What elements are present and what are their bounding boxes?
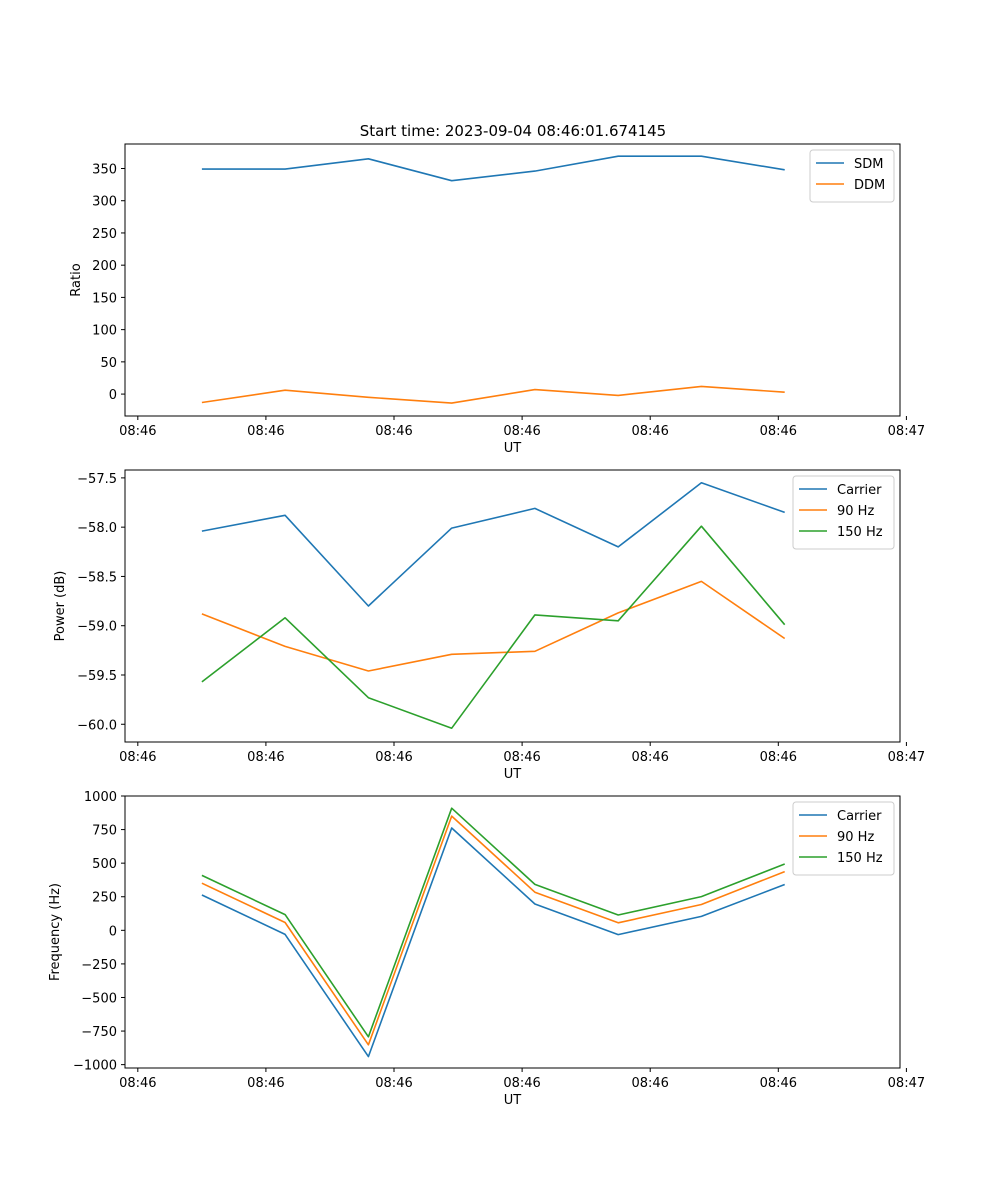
chart-panel-3: 08:46 08:46 08:46 08:46 08:46 08:46 08:47 −1000… bbox=[48, 790, 925, 1108]
y-tick-label: 350 bbox=[92, 162, 117, 177]
x-tick-label: 08:46 bbox=[247, 750, 284, 765]
legend-label: 150 Hz bbox=[837, 851, 883, 866]
plot-frame bbox=[124, 469, 901, 743]
y-tick-label: −1000 bbox=[73, 1059, 117, 1074]
y-tick-label: −57.5 bbox=[77, 472, 117, 487]
y-tick-label: 0 bbox=[109, 388, 117, 403]
x-axis-label: UT bbox=[504, 441, 522, 456]
x-tick-label: 08:46 bbox=[247, 424, 284, 439]
series-line-90-hz bbox=[201, 580, 786, 672]
plot-frame bbox=[124, 795, 901, 1069]
x-tick-label: 08:46 bbox=[375, 1076, 412, 1091]
series-line-carrier bbox=[201, 481, 785, 607]
x-tick-label: 08:46 bbox=[760, 1076, 797, 1091]
y-tick-label: −60.0 bbox=[77, 718, 117, 733]
x-tick-label: 08:46 bbox=[503, 750, 540, 765]
x-tick-label: 08:47 bbox=[888, 424, 925, 439]
y-axis-label: Ratio bbox=[69, 263, 84, 296]
legend-label: SDM bbox=[854, 157, 883, 172]
legend-label: Carrier bbox=[837, 483, 882, 498]
x-tick-label: 08:46 bbox=[375, 750, 412, 765]
y-tick-label: 0 bbox=[109, 924, 117, 939]
x-tick-label: 08:46 bbox=[631, 424, 668, 439]
legend-label: DDM bbox=[854, 178, 885, 193]
y-tick-label: 100 bbox=[92, 324, 117, 339]
x-tick-label: 08:46 bbox=[760, 424, 797, 439]
y-axis-label: Frequency (Hz) bbox=[48, 883, 63, 981]
y-tick-label: 250 bbox=[92, 227, 117, 242]
x-tick-label: 08:46 bbox=[375, 424, 412, 439]
series-line-150-hz bbox=[201, 807, 785, 1038]
legend-label: 90 Hz bbox=[837, 830, 874, 845]
legend: SDM DDM bbox=[809, 149, 895, 203]
x-tick-label: 08:47 bbox=[888, 750, 925, 765]
y-tick-label: −58.5 bbox=[77, 570, 117, 585]
legend: Carrier 90 Hz 150 Hz bbox=[792, 475, 895, 550]
plot-frame bbox=[124, 143, 901, 417]
x-tick-label: 08:46 bbox=[631, 1076, 668, 1091]
x-tick-label: 08:46 bbox=[247, 1076, 284, 1091]
series-line-ddm bbox=[201, 385, 785, 404]
x-tick-label: 08:47 bbox=[888, 1076, 925, 1091]
series-line-90-hz bbox=[201, 815, 785, 1046]
y-tick-label: −750 bbox=[81, 1025, 117, 1040]
series-line-150-hz bbox=[201, 525, 786, 730]
y-tick-label: 200 bbox=[92, 259, 117, 274]
y-tick-label: 150 bbox=[92, 291, 117, 306]
x-tick-label: 08:46 bbox=[119, 424, 156, 439]
x-tick-label: 08:46 bbox=[503, 424, 540, 439]
figure-title: Start time: 2023-09-04 08:46:01.674145 bbox=[360, 122, 666, 140]
y-tick-label: 50 bbox=[100, 356, 117, 371]
y-tick-label: 250 bbox=[92, 891, 117, 906]
legend-label: 90 Hz bbox=[837, 504, 874, 519]
y-tick-label: 300 bbox=[92, 195, 117, 210]
x-tick-label: 08:46 bbox=[119, 750, 156, 765]
x-tick-label: 08:46 bbox=[760, 750, 797, 765]
legend-label: 150 Hz bbox=[837, 525, 883, 540]
y-tick-label: −250 bbox=[81, 958, 117, 973]
y-tick-label: −59.0 bbox=[77, 620, 117, 635]
x-axis-label: UT bbox=[504, 767, 522, 782]
y-tick-label: −500 bbox=[81, 991, 117, 1006]
series-line-carrier bbox=[201, 827, 785, 1058]
x-tick-label: 08:46 bbox=[119, 1076, 156, 1091]
x-tick-label: 08:46 bbox=[631, 750, 668, 765]
series-line-sdm bbox=[201, 155, 785, 182]
legend: Carrier 90 Hz 150 Hz bbox=[792, 801, 895, 876]
y-tick-label: −58.0 bbox=[77, 521, 117, 536]
chart-panel-1: 08:46 08:46 08:46 08:46 08:46 08:46 08:47 0 50 10… bbox=[69, 143, 925, 456]
y-axis-label: Power (dB) bbox=[53, 571, 68, 642]
x-tick-label: 08:46 bbox=[503, 1076, 540, 1091]
y-tick-label: 750 bbox=[92, 824, 117, 839]
chart-panel-2: 08:46 08:46 08:46 08:46 08:46 08:46 08:47 −60.0… bbox=[53, 469, 925, 782]
legend-label: Carrier bbox=[837, 809, 882, 824]
y-tick-label: 1000 bbox=[84, 790, 117, 805]
y-tick-label: −59.5 bbox=[77, 669, 117, 684]
y-tick-label: 500 bbox=[92, 857, 117, 872]
x-axis-label: UT bbox=[504, 1093, 522, 1108]
